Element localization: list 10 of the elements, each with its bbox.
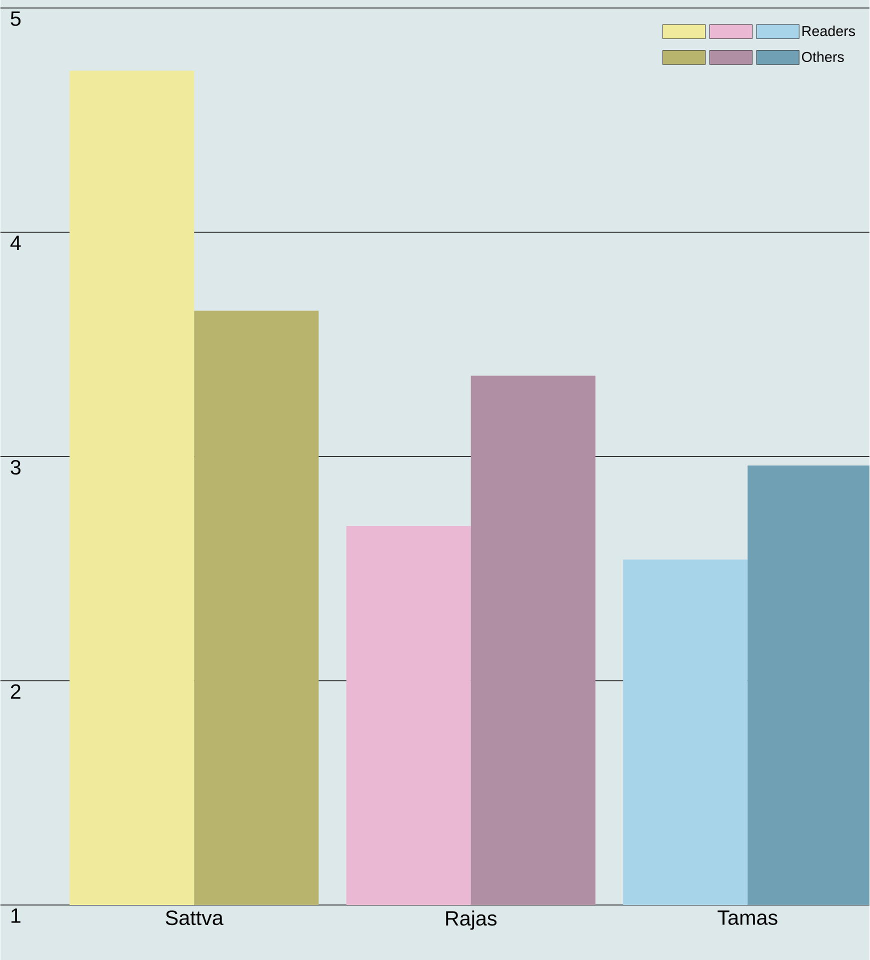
x-tick-label: Rajas: [446, 910, 497, 930]
x-tick-label: Tamas: [718, 910, 778, 925]
legend-label: Others: [802, 52, 844, 62]
y-tick-label: 2: [11, 684, 20, 699]
y-tick-label: 3: [10, 460, 21, 475]
y-tick-label: 5: [10, 12, 21, 26]
y-tick-label: 4: [10, 236, 21, 250]
x-tick-label: Sattva: [166, 910, 224, 926]
legend-label: Readers: [802, 26, 856, 36]
y-tick-label: 1: [12, 908, 20, 923]
